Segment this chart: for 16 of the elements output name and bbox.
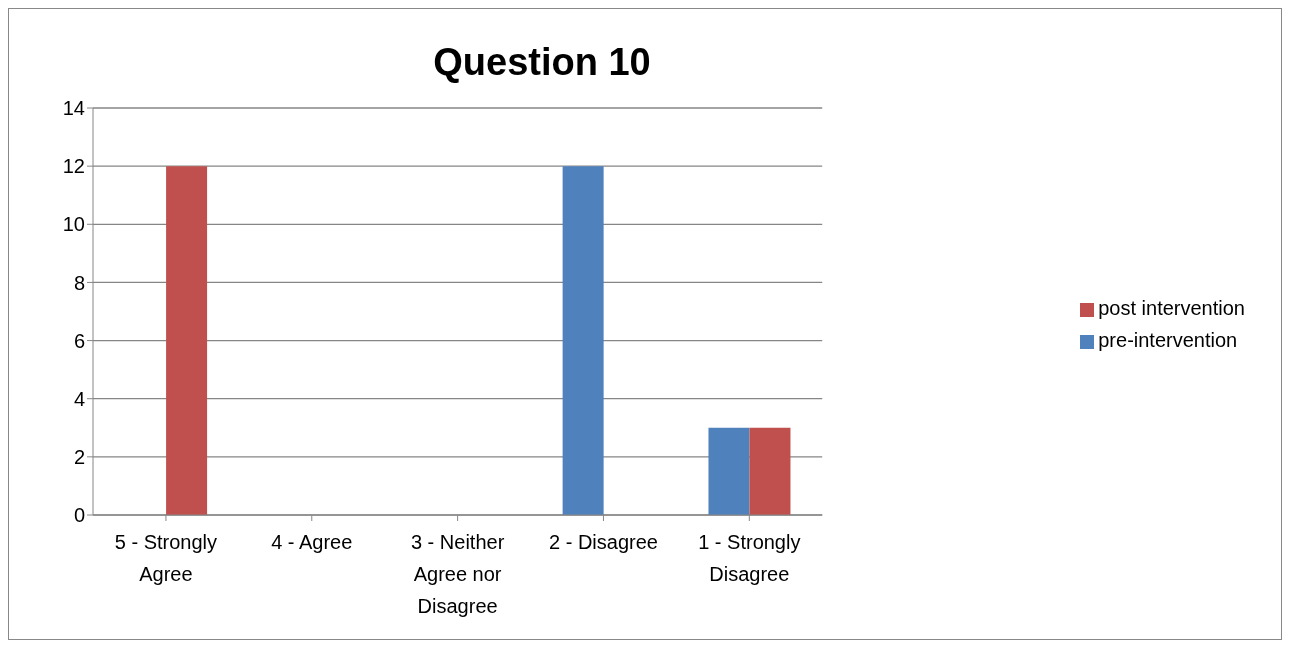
legend-label: post intervention (1098, 297, 1245, 319)
x-tick-label: 3 - Neither Agree nor Disagree (410, 531, 505, 617)
x-tick-label: 4 - Agree (271, 531, 353, 553)
x-tick-label: 1 - Strongly Disagree (698, 531, 801, 585)
legend-label: pre-intervention (1098, 329, 1238, 351)
y-tick-label: 14 (62, 97, 85, 120)
y-tick-label: 8 (73, 271, 85, 294)
chart-title: Question 10 (432, 41, 652, 84)
y-tick-label: 4 (73, 387, 85, 410)
y-tick-label: 10 (62, 213, 85, 236)
y-tick-label: 12 (62, 155, 85, 178)
y-tick-label: 2 (73, 445, 85, 468)
x-tick-label: 2 - Disagree (549, 531, 658, 553)
x-tick-label: 5 - Strongly Agree (114, 531, 218, 585)
y-tick-label: 0 (73, 504, 85, 527)
y-tick-label: 6 (73, 329, 85, 352)
